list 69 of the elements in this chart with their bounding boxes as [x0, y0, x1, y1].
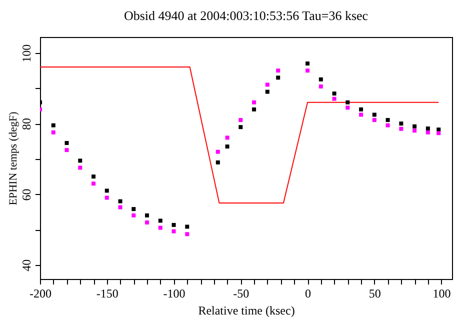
- y-tick-label: 100: [20, 44, 34, 62]
- point: [372, 118, 376, 122]
- point: [238, 125, 243, 130]
- point: [185, 224, 190, 229]
- x-tick-label: -150: [96, 286, 118, 300]
- point: [265, 90, 270, 94]
- point: [158, 218, 162, 223]
- point: [51, 130, 56, 134]
- point: [399, 126, 404, 131]
- point: [238, 118, 243, 122]
- point: [359, 107, 364, 112]
- x-tick-label: 50: [368, 286, 381, 300]
- point: [216, 160, 220, 164]
- x-tick-label: -50: [233, 286, 250, 300]
- point: [104, 188, 109, 193]
- point: [306, 68, 310, 73]
- x-tick-label: 0: [305, 286, 312, 300]
- point: [252, 100, 256, 104]
- point: [132, 213, 136, 218]
- point: [426, 130, 430, 134]
- x-tick-label: -100: [163, 286, 186, 300]
- point: [306, 61, 310, 66]
- point: [318, 84, 323, 88]
- point: [426, 126, 430, 130]
- point: [158, 226, 162, 230]
- y-tick-label: 80: [20, 118, 34, 130]
- point: [346, 106, 350, 110]
- y-tick-label: 60: [20, 188, 34, 201]
- point: [265, 82, 270, 87]
- point: [118, 205, 122, 210]
- point: [252, 107, 256, 112]
- point: [92, 174, 96, 179]
- point: [412, 124, 417, 128]
- point: [276, 76, 280, 80]
- point: [436, 131, 441, 136]
- point: [118, 199, 122, 204]
- point: [399, 122, 404, 126]
- point: [172, 222, 176, 227]
- point: [225, 144, 230, 149]
- point: [386, 123, 390, 128]
- point: [318, 77, 323, 82]
- point: [64, 140, 69, 145]
- point: [359, 112, 364, 117]
- y-axis-title: EPHIN temps (degF): [8, 111, 20, 206]
- point: [78, 166, 82, 170]
- point: [172, 229, 176, 234]
- chart-title: Obsid 4940 at 2004:003:10:53:56 Tau=36 ksec: [124, 8, 368, 23]
- point: [51, 123, 56, 128]
- point: [332, 92, 336, 96]
- point: [372, 112, 376, 117]
- point: [64, 148, 69, 152]
- point: [185, 232, 190, 236]
- point: [132, 207, 136, 212]
- point: [92, 182, 96, 186]
- point: [276, 68, 280, 73]
- point: [412, 128, 417, 133]
- point: [145, 213, 150, 218]
- point: [346, 100, 350, 104]
- point: [104, 196, 109, 200]
- point: [78, 158, 82, 163]
- x-axis-title: Relative time (ksec): [198, 304, 295, 318]
- y-tick-label: 40: [20, 259, 34, 272]
- x-tick-label: 100: [432, 286, 451, 300]
- point: [145, 220, 150, 224]
- x-tick-label: -200: [30, 286, 52, 300]
- point: [386, 118, 390, 122]
- point: [332, 96, 336, 101]
- point: [225, 136, 230, 140]
- point: [216, 150, 220, 154]
